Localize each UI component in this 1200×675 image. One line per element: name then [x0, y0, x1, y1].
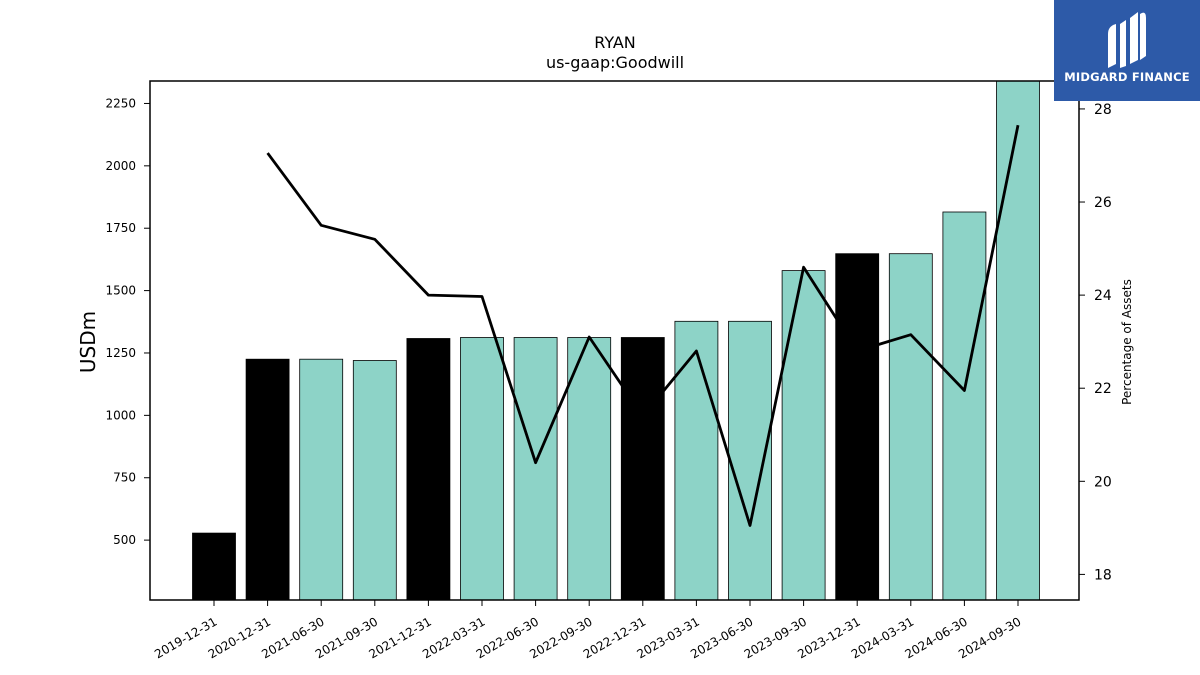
bar-2021-09-30 [352, 360, 397, 600]
percentage-line [266, 124, 1020, 527]
chart-title: RYAN [594, 33, 636, 52]
plot-frame [149, 80, 1080, 601]
y-tick-label-2000: 2000 [105, 159, 136, 173]
y-tick-label-2250: 2250 [105, 96, 136, 110]
bar-2023-03-31 [674, 320, 719, 600]
bar-2023-09-30 [781, 270, 826, 600]
y-tick-label-1500: 1500 [105, 284, 136, 298]
bar-2024-06-30 [942, 211, 987, 600]
y2-tick-label-28: 28 [1094, 102, 1112, 118]
bar-2024-03-31 [888, 253, 933, 600]
y-tick-label-1750: 1750 [105, 221, 136, 235]
y-axis-label-right: Percentage of Assets [1120, 279, 1134, 405]
chart-subtitle: us-gaap:Goodwill [546, 53, 684, 72]
y2-tick-label-20: 20 [1094, 474, 1112, 490]
y-tick-label-500: 500 [113, 533, 136, 547]
bar-2020-12-31 [245, 358, 290, 600]
y2-tick-label-24: 24 [1094, 288, 1112, 304]
plot-area: 500 750 1000 1250 1500 1750 2000 2250 18 20 22 24 26… [105, 80, 1112, 661]
bar-2022-09-30 [567, 337, 612, 600]
y-tick-label-1250: 1250 [105, 346, 136, 360]
y-tick-label-750: 750 [113, 471, 136, 485]
bar-2022-03-31 [460, 337, 504, 600]
bar-2019-12-31 [192, 532, 236, 600]
logo-text: MIDGARD FINANCE [1064, 70, 1190, 84]
bar-2024-09-30 [996, 81, 1040, 600]
y-axis-label-left: USDm [76, 311, 100, 373]
bar-2021-06-30 [299, 358, 344, 600]
bars-group [192, 81, 1040, 600]
y-tick-label-1000: 1000 [105, 408, 136, 422]
bar-2022-06-30 [513, 337, 558, 600]
bar-2023-12-31 [835, 253, 880, 600]
midgard-finance-logo: MIDGARD FINANCE [1054, 0, 1200, 101]
bar-2023-06-30 [728, 320, 772, 600]
y2-tick-label-26: 26 [1094, 195, 1112, 211]
bar-2021-12-31 [406, 338, 451, 600]
bar-2022-12-31 [620, 337, 665, 600]
midgard-logo-icon [1108, 12, 1146, 68]
y2-tick-label-22: 22 [1094, 381, 1112, 397]
y2-tick-label-18: 18 [1094, 567, 1112, 583]
